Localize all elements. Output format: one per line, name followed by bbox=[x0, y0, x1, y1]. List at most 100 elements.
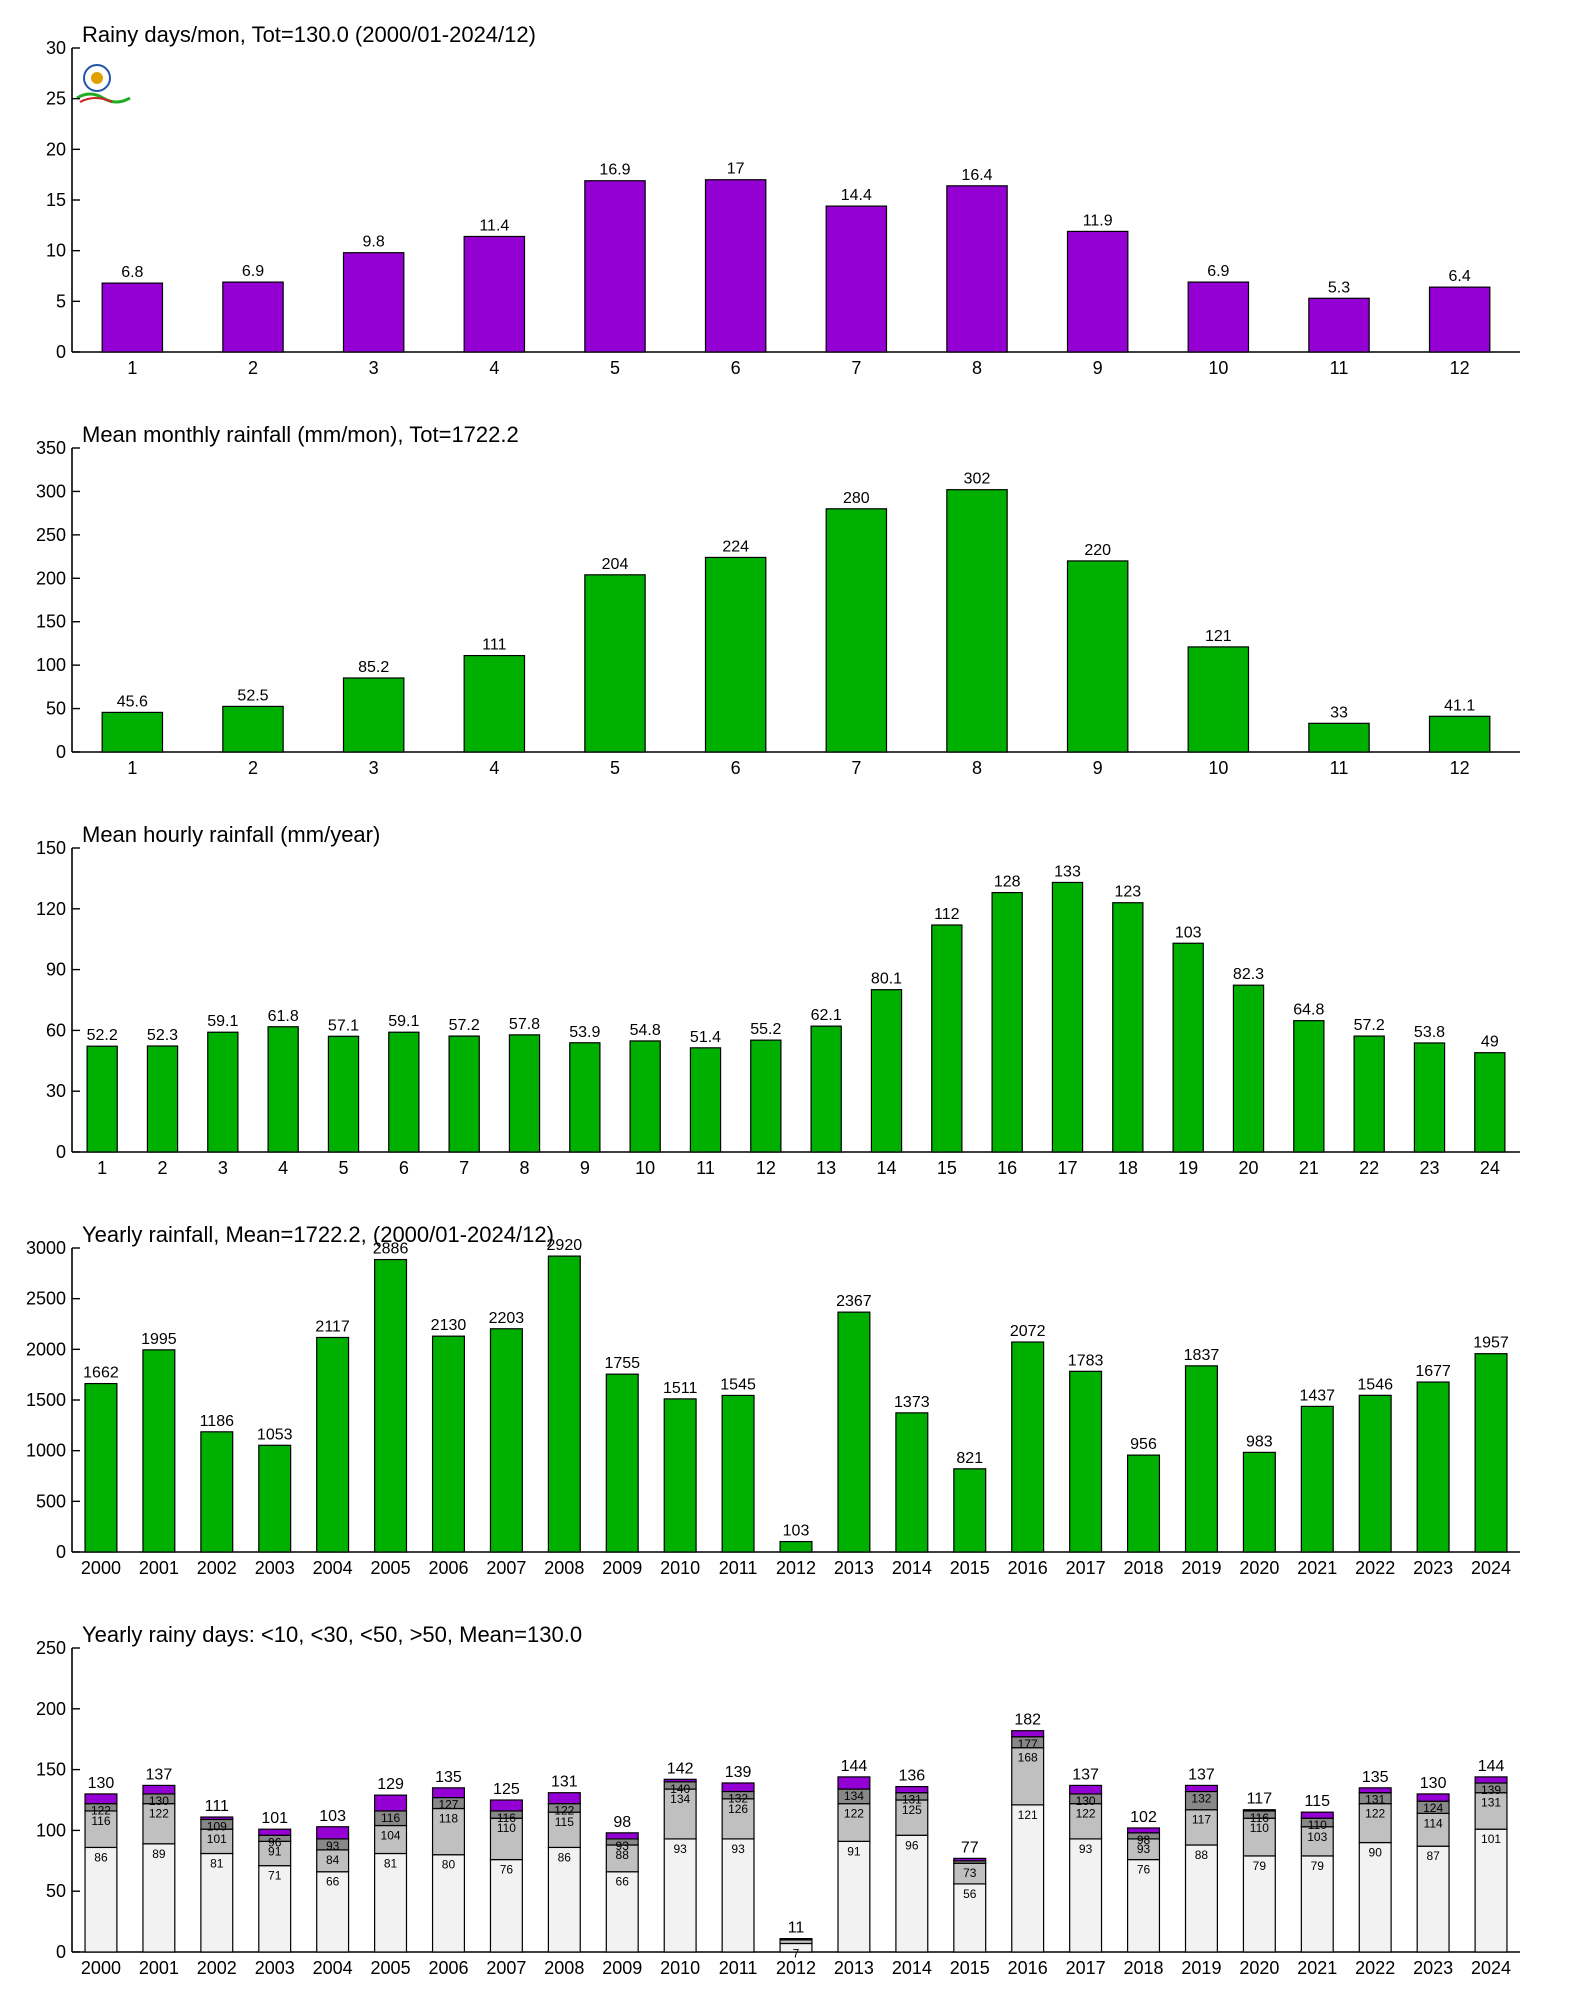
bar-value-label: 956 bbox=[1130, 1436, 1157, 1453]
bar bbox=[463, 235, 526, 353]
chart-yearly-rainy-days: Yearly rainy days: <10, <30, <50, >50, M… bbox=[36, 1622, 1520, 1978]
segment-lt10 bbox=[489, 1858, 523, 1953]
segment-lt30 bbox=[721, 1798, 755, 1840]
x-tick-label: 2010 bbox=[660, 1558, 700, 1578]
bar bbox=[629, 1040, 661, 1153]
segment-lt30-label: 122 bbox=[149, 1807, 169, 1821]
bar bbox=[605, 1373, 639, 1553]
segment-gt50 bbox=[953, 1857, 987, 1862]
bar bbox=[704, 556, 767, 753]
segment-lt10-label: 121 bbox=[1018, 1808, 1038, 1822]
bar-value-label: 2117 bbox=[315, 1318, 350, 1335]
segment-lt10 bbox=[837, 1840, 871, 1953]
bar-value-label: 41.1 bbox=[1444, 697, 1475, 714]
bar bbox=[267, 1026, 299, 1153]
bar bbox=[1413, 1042, 1446, 1153]
x-tick-label: 2012 bbox=[776, 1558, 816, 1578]
x-tick-label: 2011 bbox=[719, 1958, 758, 1978]
x-tick-label: 9 bbox=[1093, 358, 1103, 378]
segment-lt30-label: 116 bbox=[91, 1814, 110, 1828]
bar bbox=[779, 1540, 813, 1553]
segment-lt30-label: 122 bbox=[1076, 1807, 1096, 1821]
segment-lt50-label: 116 bbox=[1250, 1811, 1269, 1825]
bar bbox=[463, 654, 526, 753]
segment-lt10 bbox=[1358, 1841, 1392, 1953]
bar bbox=[86, 1045, 118, 1153]
bar bbox=[569, 1042, 601, 1153]
bar-total-label: 131 bbox=[551, 1774, 578, 1791]
bar-value-label: 57.8 bbox=[509, 1016, 540, 1033]
bar bbox=[101, 282, 164, 353]
bar bbox=[1474, 1353, 1508, 1553]
x-tick-label: 5 bbox=[610, 358, 620, 378]
bar bbox=[508, 1034, 541, 1153]
bar bbox=[584, 180, 646, 353]
bar-value-label: 80.1 bbox=[871, 971, 902, 988]
bar-value-label: 133 bbox=[1054, 863, 1081, 880]
bar-total-label: 129 bbox=[377, 1776, 404, 1793]
x-tick-label: 2015 bbox=[950, 1958, 990, 1978]
bar bbox=[721, 1394, 755, 1553]
bar-value-label: 33 bbox=[1330, 704, 1348, 721]
segment-lt50-label: 98 bbox=[1137, 1833, 1151, 1847]
bar-value-label: 16.4 bbox=[961, 167, 992, 184]
x-tick-label: 7 bbox=[851, 758, 861, 778]
bar-total-label: 103 bbox=[319, 1808, 346, 1825]
x-tick-label: 22 bbox=[1359, 1158, 1379, 1178]
bar bbox=[1308, 297, 1370, 353]
y-tick-label: 5 bbox=[56, 291, 66, 311]
bar-value-label: 11.4 bbox=[479, 217, 509, 234]
x-tick-label: 24 bbox=[1480, 1158, 1500, 1178]
x-tick-label: 2006 bbox=[428, 1958, 468, 1978]
bar-value-label: 57.2 bbox=[449, 1017, 480, 1034]
x-tick-label: 10 bbox=[635, 1158, 655, 1178]
segment-lt10-label: 76 bbox=[500, 1863, 514, 1877]
bar bbox=[342, 677, 405, 753]
bar-total-label: 98 bbox=[613, 1814, 631, 1831]
x-tick-label: 2004 bbox=[313, 1958, 353, 1978]
bar bbox=[547, 1255, 581, 1553]
bar-value-label: 9.8 bbox=[363, 234, 385, 251]
x-tick-label: 2000 bbox=[81, 1958, 121, 1978]
bar-value-label: 57.2 bbox=[1354, 1017, 1385, 1034]
bar bbox=[1187, 646, 1250, 753]
y-tick-label: 500 bbox=[36, 1491, 66, 1511]
segment-lt30-label: 104 bbox=[381, 1829, 401, 1843]
segment-lt50-label: 93 bbox=[326, 1839, 340, 1853]
bar bbox=[222, 281, 284, 353]
segment-lt30-label: 126 bbox=[728, 1802, 748, 1816]
x-tick-label: 18 bbox=[1118, 1158, 1138, 1178]
bar bbox=[1066, 560, 1129, 753]
x-tick-label: 2008 bbox=[544, 1958, 584, 1978]
x-tick-label: 2002 bbox=[197, 1558, 237, 1578]
segment-lt30 bbox=[1011, 1747, 1045, 1806]
segment-lt10 bbox=[258, 1865, 292, 1953]
segment-gt50 bbox=[142, 1784, 176, 1795]
x-tick-label: 2018 bbox=[1123, 1558, 1163, 1578]
segment-lt30-label: 103 bbox=[1307, 1830, 1327, 1844]
x-tick-label: 2015 bbox=[950, 1558, 990, 1578]
chart-rainy-days: Rainy days/mon, Tot=130.0 (2000/01-2024/… bbox=[46, 22, 1520, 378]
x-tick-label: 2023 bbox=[1413, 1958, 1453, 1978]
y-tick-label: 350 bbox=[36, 438, 66, 458]
bar-total-label: 137 bbox=[1072, 1766, 1099, 1783]
segment-lt50-label: 93 bbox=[616, 1839, 630, 1853]
y-tick-label: 1500 bbox=[26, 1390, 66, 1410]
bar-value-label: 52.2 bbox=[87, 1027, 118, 1044]
x-tick-label: 6 bbox=[399, 1158, 409, 1178]
segment-lt30-label: 125 bbox=[902, 1803, 922, 1817]
bar bbox=[316, 1336, 350, 1553]
y-tick-label: 250 bbox=[36, 525, 66, 545]
y-tick-label: 100 bbox=[36, 655, 66, 675]
x-tick-label: 2012 bbox=[776, 1958, 816, 1978]
segment-gt50 bbox=[489, 1799, 523, 1812]
y-tick-label: 25 bbox=[46, 89, 66, 109]
bar-total-label: 137 bbox=[146, 1766, 173, 1783]
segment-lt30-label: 131 bbox=[1481, 1796, 1501, 1810]
bar-value-label: 62.1 bbox=[811, 1007, 842, 1024]
segment-lt30-label: 110 bbox=[497, 1821, 516, 1835]
bar-value-label: 1837 bbox=[1184, 1347, 1220, 1364]
segment-lt30-label: 122 bbox=[844, 1807, 864, 1821]
bar bbox=[946, 489, 1008, 753]
x-tick-label: 4 bbox=[278, 1158, 288, 1178]
